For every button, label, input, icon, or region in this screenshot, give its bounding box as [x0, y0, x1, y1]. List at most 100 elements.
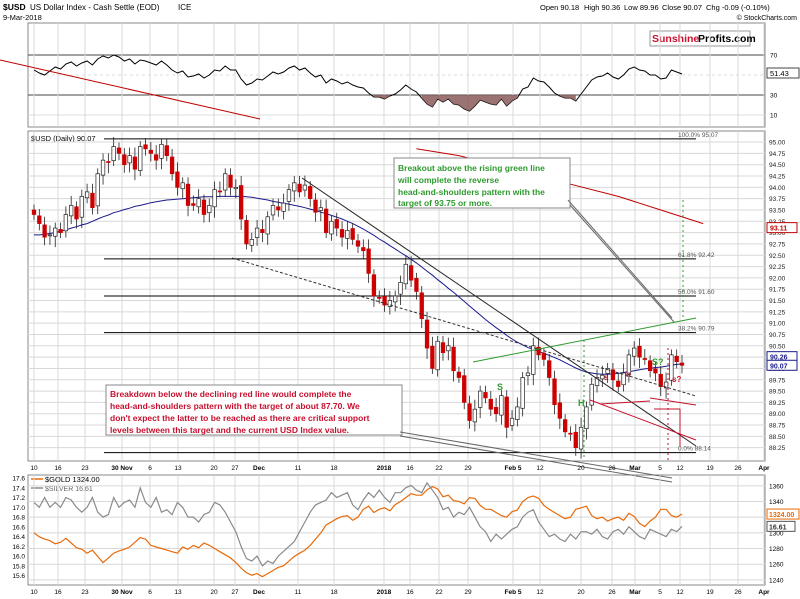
price-x-tick-label: Mar	[629, 465, 641, 472]
candle-body	[472, 408, 478, 423]
candle-body	[573, 431, 578, 449]
breakdown-line-4: levels between this target and the curre…	[110, 425, 349, 435]
ohlc-close: Close 90.07	[662, 3, 702, 12]
candle-body	[212, 189, 217, 208]
price-tick-label: 90.50	[769, 343, 786, 350]
rsi-y-axis: 70503010	[770, 53, 778, 120]
price-tick-label: 92.00	[769, 275, 786, 282]
rsi-value-box	[766, 67, 800, 79]
silver-tick-label: 16.8	[12, 515, 25, 522]
red-support-line	[649, 397, 697, 406]
candle-body	[408, 265, 414, 281]
candle-body	[270, 205, 276, 216]
rsi-tick-label: 70	[770, 53, 778, 60]
candle-body	[562, 419, 568, 433]
candle-body	[238, 185, 244, 220]
candle-body	[504, 396, 509, 428]
metals-x-tick-label: Mar	[629, 589, 641, 596]
metals-x-tick-label: 26	[734, 589, 742, 596]
silver-tick-label: 15.6	[12, 573, 25, 580]
rsi-tick-label: 30	[770, 93, 778, 100]
candle-body	[345, 229, 350, 239]
candle-body	[499, 395, 504, 416]
candle-body	[58, 229, 63, 233]
fib-level-label: 0.0% 88.14	[678, 446, 711, 453]
price-right-label-box	[766, 222, 798, 234]
candle-body	[159, 143, 164, 159]
gold-tick-label: 1280	[769, 546, 784, 553]
price-tick-label: 88.25	[769, 445, 786, 452]
rsi-oversold-fill	[373, 95, 576, 111]
rsi-tick-label: 10	[770, 113, 778, 120]
breakout-line-4: target of 93.75 or more.	[398, 198, 492, 208]
rsi-oversold-area	[373, 95, 390, 99]
candle-body	[653, 368, 658, 374]
candle-body	[467, 403, 472, 421]
gold-tick-label: 1260	[769, 562, 784, 569]
metals-x-tick-label: 22	[435, 589, 443, 596]
candle-body	[106, 161, 111, 163]
metals-y-axis: 136013401320130012801260124017.617.417.2…	[12, 476, 800, 584]
fib-level-label: 100.0% 95.07	[678, 132, 719, 139]
candle-body	[265, 216, 270, 235]
gold-tick-label: 1360	[769, 483, 784, 490]
metals-x-tick-label: 27	[231, 589, 239, 596]
price-x-tick-label: 13	[174, 465, 182, 472]
breakout-line-3: head-and-shoulders pattern with the	[398, 187, 545, 197]
candle-body	[478, 390, 483, 408]
candle-body	[578, 426, 584, 450]
candle-body	[90, 192, 95, 209]
price-x-tick-label: 12	[676, 465, 684, 472]
price-tick-label: 88.50	[769, 434, 786, 441]
price-tick-label: 91.75	[769, 287, 786, 294]
ticker-description: US Dollar Index - Cash Settle (EOD)	[30, 3, 160, 12]
candle-body	[403, 263, 408, 285]
gold-legend: $GOLD 1324.00	[45, 475, 100, 484]
price-tick-label: 93.00	[769, 230, 786, 237]
candle-body	[637, 345, 642, 358]
price-x-tick-label: 2018	[377, 465, 392, 472]
candle-body	[297, 183, 302, 193]
metals-x-axis: 10 16 23 30 Nov 6 13 20 27 Dec 11 18 2018 16 22 29 Feb …	[30, 589, 770, 596]
candle-body	[143, 144, 148, 150]
candle-body	[180, 182, 185, 190]
candle-body	[594, 377, 600, 386]
price-tick-label: 93.50	[769, 207, 786, 214]
price-right-label: 93.11	[770, 226, 787, 233]
silver-tick-label: 16.2	[12, 544, 25, 551]
breakdown-line-1: Breakdown below the declining red line w…	[110, 389, 352, 399]
candle-body	[175, 171, 180, 188]
candle-body	[84, 191, 90, 199]
ohlc-low: Low 89.96	[624, 3, 659, 12]
price-tick-label: 94.00	[769, 185, 786, 192]
candle-body	[350, 228, 355, 240]
metals-x-tick-label: 23	[81, 589, 89, 596]
candle-body	[483, 392, 488, 399]
candle-body	[329, 220, 334, 235]
price-tick-label: 91.25	[769, 309, 786, 316]
metals-x-tick-label: 16	[54, 589, 62, 596]
candle-body	[440, 342, 446, 353]
price-tick-label: 92.75	[769, 241, 786, 248]
candle-body	[462, 375, 467, 403]
metals-panel-frame	[27, 474, 766, 586]
candle-body	[276, 206, 281, 211]
candle-body	[451, 346, 456, 372]
candle-body	[185, 183, 191, 206]
candle-body	[493, 407, 499, 415]
gold-tick-label: 1340	[769, 499, 784, 506]
price-tick-label: 89.75	[769, 377, 786, 384]
head-label: H	[578, 398, 585, 408]
metals-x-tick-label: Apr	[758, 589, 770, 596]
candle-body	[361, 247, 366, 252]
candle-body	[377, 297, 382, 299]
candle-body	[244, 220, 249, 245]
price-x-tick-label: 5	[658, 465, 662, 472]
candle-body	[584, 406, 589, 430]
metals-x-tick-label: 19	[706, 589, 714, 596]
price-right-label: 90.07	[770, 363, 788, 370]
metals-x-tick-label: 29	[464, 589, 472, 596]
candle-body	[669, 354, 674, 381]
candle-body	[515, 406, 520, 420]
metals-x-tick-label: 20	[210, 589, 218, 596]
